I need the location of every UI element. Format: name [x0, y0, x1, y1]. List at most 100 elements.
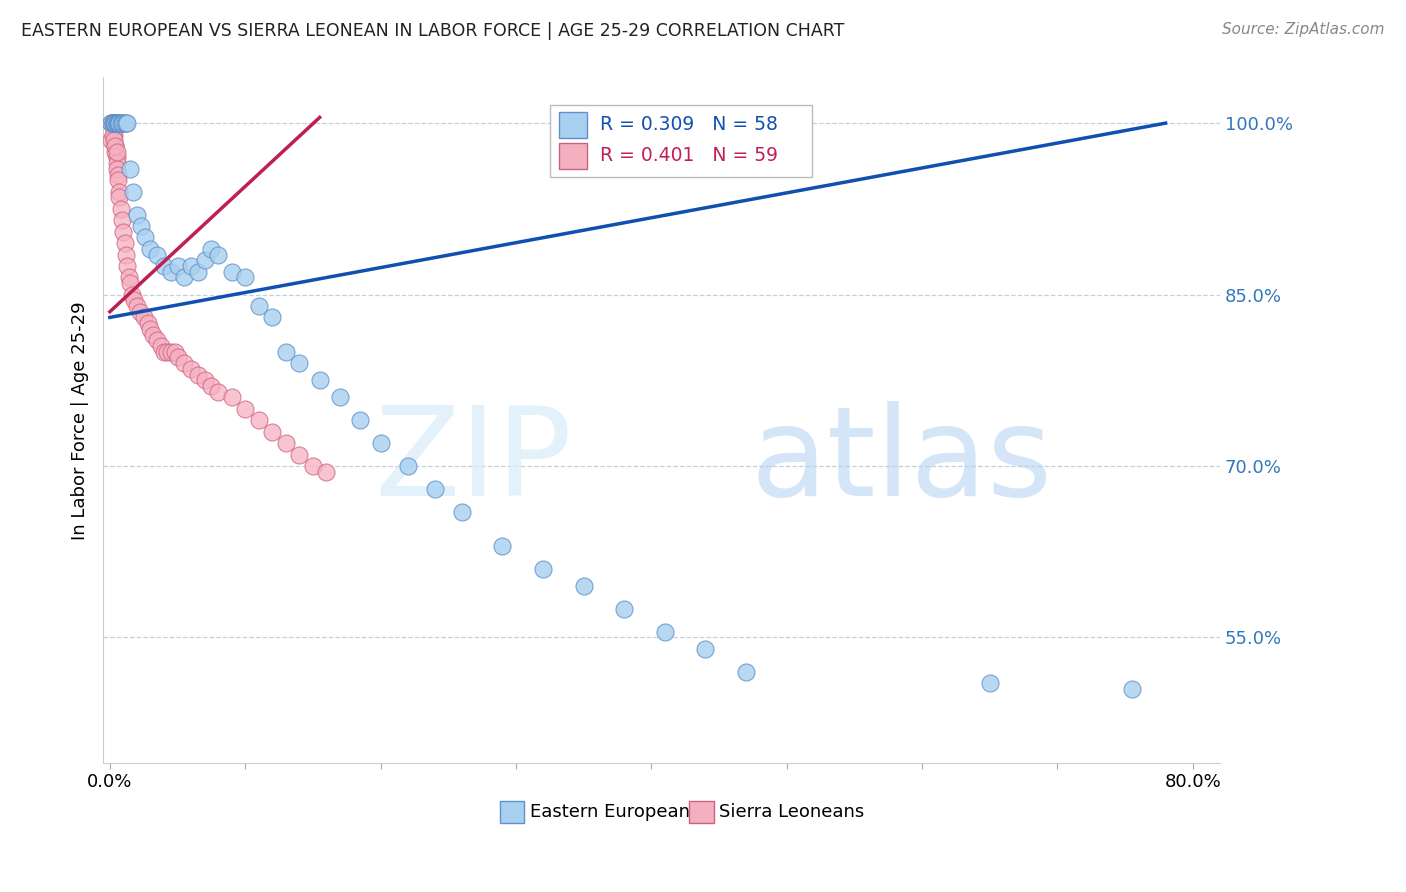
- Point: [105, 145, 128, 159]
- Point: [101, 128, 124, 142]
- Point: [107, 116, 129, 130]
- Point: [103, 116, 125, 130]
- Point: [221, 265, 243, 279]
- Point: [134, 230, 156, 244]
- Point: [613, 601, 636, 615]
- Point: [103, 128, 125, 142]
- Point: [103, 116, 125, 130]
- Point: [274, 436, 297, 450]
- Point: [108, 185, 131, 199]
- Point: [122, 185, 145, 199]
- Point: [207, 384, 229, 399]
- Point: [120, 276, 142, 290]
- Point: [979, 676, 1001, 690]
- Point: [139, 242, 162, 256]
- Point: [247, 299, 270, 313]
- Point: [107, 173, 129, 187]
- Point: [200, 379, 222, 393]
- Point: [101, 116, 124, 130]
- Point: [329, 390, 352, 404]
- Point: [118, 270, 141, 285]
- Point: [111, 116, 134, 130]
- Point: [104, 116, 127, 130]
- Point: [125, 299, 148, 313]
- Point: [302, 458, 325, 473]
- Point: [166, 351, 188, 365]
- Point: [103, 133, 125, 147]
- Point: [101, 116, 124, 130]
- Point: [105, 150, 128, 164]
- Point: [105, 116, 128, 130]
- Point: [110, 202, 132, 216]
- Point: [146, 247, 169, 261]
- Point: [104, 145, 127, 159]
- Point: [115, 247, 138, 261]
- Point: [100, 116, 122, 130]
- Point: [695, 641, 717, 656]
- Point: [262, 425, 284, 439]
- FancyBboxPatch shape: [558, 112, 586, 137]
- Point: [173, 270, 195, 285]
- Text: atlas: atlas: [751, 401, 1053, 522]
- Point: [117, 116, 139, 130]
- Point: [104, 116, 127, 130]
- Point: [111, 213, 134, 227]
- Point: [349, 413, 371, 427]
- Point: [180, 361, 202, 376]
- Point: [491, 539, 513, 553]
- Point: [112, 116, 135, 130]
- FancyBboxPatch shape: [499, 801, 524, 823]
- Point: [233, 401, 256, 416]
- Point: [114, 236, 136, 251]
- Point: [105, 116, 128, 130]
- Point: [101, 116, 124, 130]
- Point: [173, 356, 195, 370]
- Point: [105, 156, 128, 170]
- Point: [114, 116, 136, 130]
- Point: [233, 270, 256, 285]
- Point: [572, 579, 595, 593]
- Text: R = 0.401   N = 59: R = 0.401 N = 59: [600, 146, 778, 165]
- Point: [156, 344, 179, 359]
- Point: [101, 116, 124, 130]
- Point: [194, 253, 217, 268]
- Point: [100, 116, 122, 130]
- Point: [107, 168, 129, 182]
- Point: [1121, 681, 1143, 696]
- Point: [103, 116, 125, 130]
- FancyBboxPatch shape: [689, 801, 714, 823]
- Point: [153, 259, 176, 273]
- Point: [139, 322, 162, 336]
- Y-axis label: In Labor Force | Age 25-29: In Labor Force | Age 25-29: [72, 301, 89, 540]
- Point: [150, 339, 173, 353]
- Point: [194, 373, 217, 387]
- Point: [115, 116, 138, 130]
- Point: [315, 465, 337, 479]
- Text: Sierra Leoneans: Sierra Leoneans: [720, 804, 865, 822]
- Point: [108, 116, 131, 130]
- Point: [423, 482, 446, 496]
- Point: [207, 247, 229, 261]
- Point: [104, 139, 127, 153]
- Point: [117, 259, 139, 273]
- Point: [142, 327, 165, 342]
- Text: ZIP: ZIP: [374, 401, 572, 522]
- Point: [531, 562, 554, 576]
- Point: [159, 265, 181, 279]
- Point: [370, 436, 392, 450]
- FancyBboxPatch shape: [550, 105, 813, 177]
- Point: [180, 259, 202, 273]
- Point: [103, 116, 125, 130]
- Point: [247, 413, 270, 427]
- Point: [187, 265, 209, 279]
- Point: [112, 225, 135, 239]
- Point: [136, 316, 159, 330]
- Point: [105, 161, 128, 176]
- Point: [104, 139, 127, 153]
- Point: [308, 373, 330, 387]
- Point: [129, 219, 152, 233]
- Point: [153, 344, 176, 359]
- Point: [221, 390, 243, 404]
- Point: [187, 368, 209, 382]
- Point: [396, 458, 419, 473]
